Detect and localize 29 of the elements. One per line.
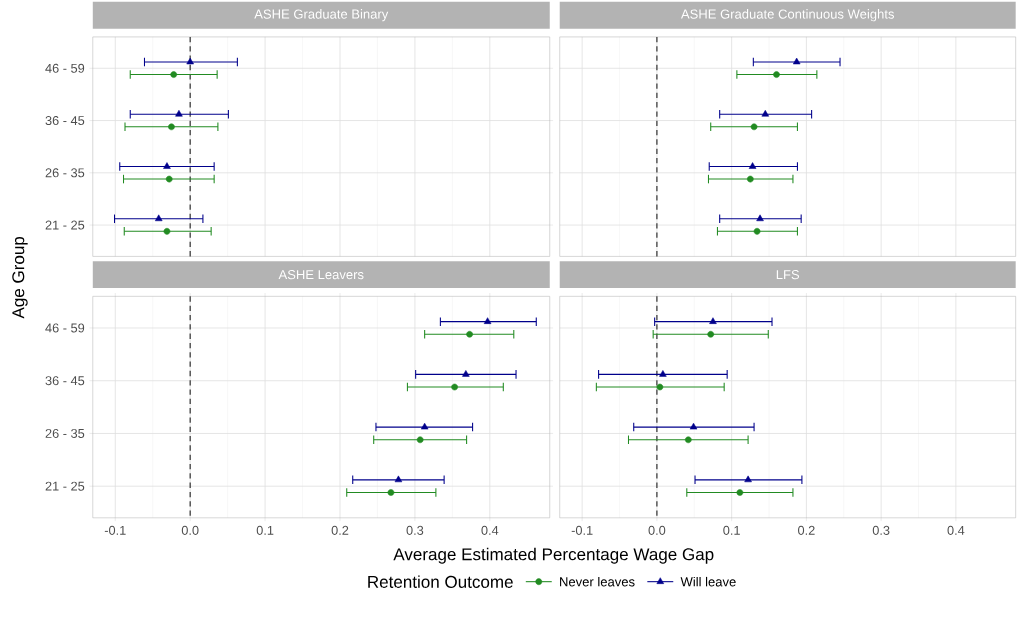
y-tick-label: 26 - 35 <box>45 168 85 178</box>
x-tick-label: 0.3 <box>406 526 424 536</box>
legend-label: Never leaves <box>560 577 635 587</box>
chart-title: LFS <box>776 270 800 280</box>
x-tick-label: 0.3 <box>872 526 890 536</box>
y-tick-label: 36 - 45 <box>45 376 85 386</box>
y-tick-label: 26 - 35 <box>45 429 85 439</box>
y-axis-title: Age Group <box>12 237 28 319</box>
x-tick-label: 0.4 <box>481 526 499 536</box>
y-tick-label: 46 - 59 <box>45 63 85 73</box>
legend-label: Will leave <box>680 577 736 587</box>
legend-title: Retention Outcome <box>368 575 513 589</box>
x-tick-label: 0.0 <box>648 526 666 536</box>
y-tick-label: 46 - 59 <box>45 323 85 333</box>
y-tick-label: 36 - 45 <box>45 116 85 126</box>
chart-title: ASHE Leavers <box>278 270 364 280</box>
x-tick-label: 0.0 <box>181 526 199 536</box>
x-tick-label: 0.2 <box>331 526 349 536</box>
x-tick-label: 0.1 <box>256 526 274 536</box>
y-tick-label: 21 - 25 <box>45 481 85 491</box>
chart-title: ASHE Graduate Continuous Weights <box>680 9 894 22</box>
x-axis-title: Average Estimated Percentage Wage Gap <box>393 548 714 564</box>
x-tick-label: -0.1 <box>571 526 593 536</box>
x-tick-label: -0.1 <box>104 526 126 536</box>
x-tick-label: 0.1 <box>723 526 740 536</box>
x-tick-label: 0.4 <box>947 526 965 536</box>
y-tick-label: 21 - 25 <box>45 220 85 230</box>
x-tick-label: 0.2 <box>798 526 815 536</box>
chart-title: ASHE Graduate Binary <box>254 9 389 22</box>
